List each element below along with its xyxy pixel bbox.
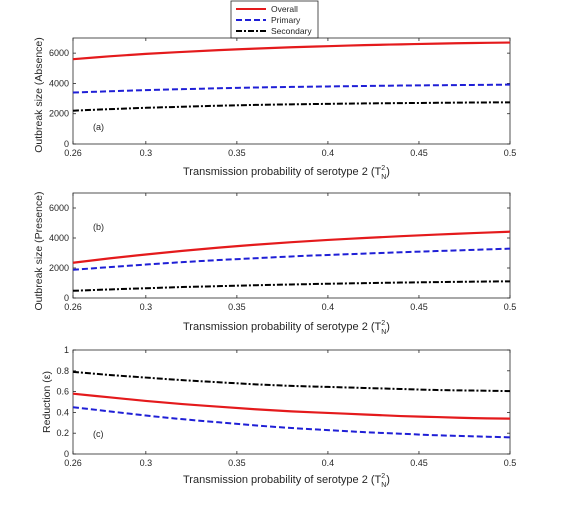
legend-label-secondary: Secondary bbox=[271, 26, 312, 36]
panel-b-ytick-label: 2000 bbox=[49, 263, 69, 273]
panel-c-xtick-label: 0.45 bbox=[410, 458, 428, 468]
panel-c-ytick-label: 1 bbox=[64, 345, 69, 355]
legend-label-overall: Overall bbox=[271, 4, 298, 14]
panel-c-series-primary bbox=[72, 406, 511, 439]
panel-b-ylabel: Outbreak size (Presence) bbox=[33, 191, 45, 310]
panel-c-ytick-label: 0.2 bbox=[56, 428, 69, 438]
panel-a-series-overall bbox=[72, 41, 511, 61]
panel-a-label: (a) bbox=[93, 122, 104, 132]
panel-a-ytick-label: 4000 bbox=[49, 78, 69, 88]
panel-b: Outbreak size (Presence) (b) Transmissio… bbox=[33, 191, 516, 336]
panel-b-ytick-label: 6000 bbox=[49, 203, 69, 213]
panel-c-xtick-label: 0.3 bbox=[140, 458, 153, 468]
panel-a-xtick-label: 0.3 bbox=[140, 148, 153, 158]
panel-c-ytick-label: 0.8 bbox=[56, 366, 69, 376]
panel-a-xtick-label: 0.5 bbox=[504, 148, 517, 158]
panel-a: Outbreak size (Absence) (a) Transmission… bbox=[33, 37, 516, 181]
panel-b-axes-box bbox=[72, 192, 511, 299]
panel-c-ytick-label: 0.4 bbox=[56, 407, 69, 417]
panel-b-xtick-label: 0.5 bbox=[504, 302, 517, 312]
panel-b-xtick-label: 0.35 bbox=[228, 302, 246, 312]
panel-a-xtick-label: 0.45 bbox=[410, 148, 428, 158]
panel-c-xlabel: Transmission probability of serotype 2 (… bbox=[183, 473, 390, 489]
panel-a-ytick-label: 2000 bbox=[49, 109, 69, 119]
panel-b-xlabel: Transmission probability of serotype 2 (… bbox=[183, 320, 390, 336]
panel-c-ytick-label: 0 bbox=[64, 449, 69, 459]
panel-c-label: (c) bbox=[93, 429, 104, 439]
panel-b-xtick-label: 0.45 bbox=[410, 302, 428, 312]
panel-c-series-overall bbox=[72, 392, 511, 420]
panel-c-xtick-label: 0.26 bbox=[64, 458, 82, 468]
panel-a-ylabel: Outbreak size (Absence) bbox=[33, 37, 45, 153]
panel-c-series-secondary bbox=[72, 370, 511, 393]
panel-b-label: (b) bbox=[93, 222, 104, 232]
panel-b-series-overall bbox=[72, 230, 511, 264]
legend-label-primary: Primary bbox=[271, 15, 301, 25]
panel-a-series-primary bbox=[72, 83, 511, 94]
panel-a-ytick-label: 6000 bbox=[49, 48, 69, 58]
panel-c-xtick-label: 0.4 bbox=[322, 458, 335, 468]
panel-a-ytick-label: 0 bbox=[64, 139, 69, 149]
panel-b-xtick-label: 0.3 bbox=[140, 302, 153, 312]
panel-c-ylabel: Reduction (ε) bbox=[41, 371, 53, 433]
legend: Overall Primary Secondary bbox=[230, 0, 319, 39]
panel-c-ytick-label: 0.6 bbox=[56, 387, 69, 397]
panel-b-ytick-label: 0 bbox=[64, 293, 69, 303]
panel-b-xtick-label: 0.26 bbox=[64, 302, 82, 312]
panel-b-xtick-label: 0.4 bbox=[322, 302, 335, 312]
panel-a-xlabel: Transmission probability of serotype 2 (… bbox=[183, 165, 390, 181]
panel-b-ytick-label: 4000 bbox=[49, 233, 69, 243]
panel-b-series-secondary bbox=[72, 280, 511, 292]
panel-a-axes-box bbox=[72, 37, 511, 145]
panel-c-axes-box bbox=[72, 349, 511, 455]
panel-a-xtick-label: 0.35 bbox=[228, 148, 246, 158]
panel-a-xtick-label: 0.4 bbox=[322, 148, 335, 158]
panel-b-series-primary bbox=[72, 247, 511, 271]
panel-c-xtick-label: 0.35 bbox=[228, 458, 246, 468]
panel-a-xtick-label: 0.26 bbox=[64, 148, 82, 158]
panel-a-series-secondary bbox=[72, 101, 511, 112]
panel-c-xtick-label: 0.5 bbox=[504, 458, 517, 468]
panel-c: Reduction (ε) (c) Transmission probabili… bbox=[41, 345, 516, 489]
